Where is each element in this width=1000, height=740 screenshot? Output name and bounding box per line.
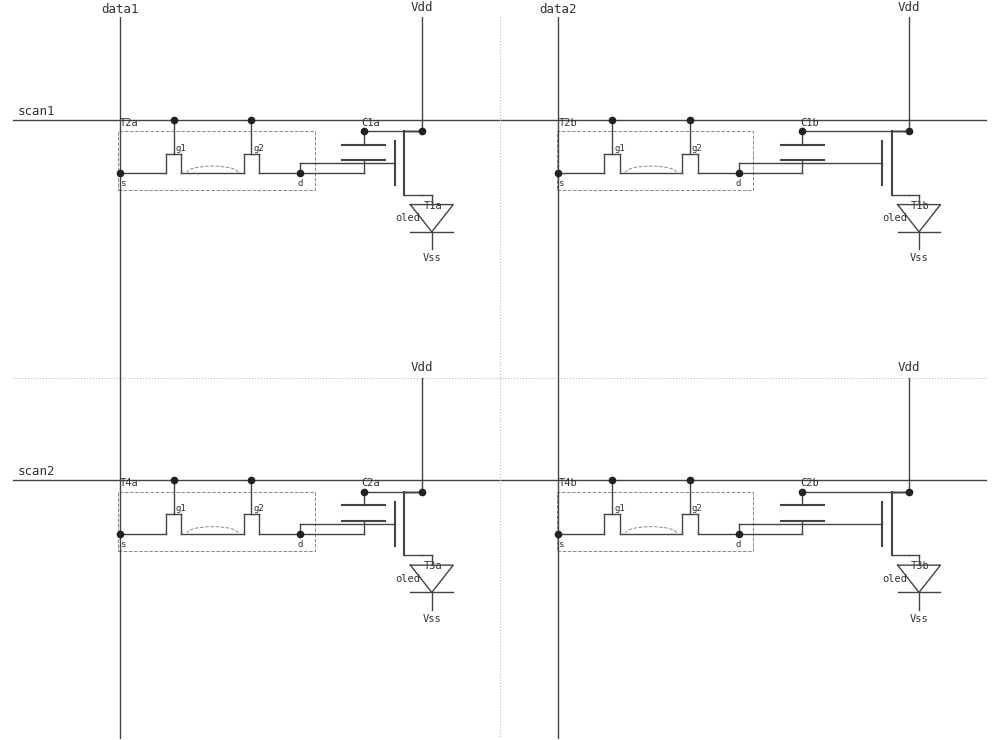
Text: data1: data1 <box>101 2 139 16</box>
Text: s: s <box>558 179 564 188</box>
Text: g1: g1 <box>614 505 625 514</box>
Text: g2: g2 <box>692 144 703 153</box>
Text: g1: g1 <box>614 144 625 153</box>
Text: g1: g1 <box>175 144 186 153</box>
Text: T1b: T1b <box>911 201 930 211</box>
Text: Vdd: Vdd <box>898 361 921 374</box>
Text: C2b: C2b <box>800 478 819 488</box>
Text: T2a: T2a <box>120 118 139 127</box>
Bar <box>118 492 315 551</box>
Bar <box>557 132 753 190</box>
Text: s: s <box>558 539 564 548</box>
Text: C1b: C1b <box>800 118 819 127</box>
Text: T1a: T1a <box>424 201 443 211</box>
Text: oled: oled <box>882 574 907 584</box>
Text: d: d <box>297 179 303 188</box>
Text: Vdd: Vdd <box>411 1 433 13</box>
Text: s: s <box>120 179 125 188</box>
Text: g2: g2 <box>253 505 264 514</box>
Text: T4b: T4b <box>558 478 577 488</box>
Text: Vss: Vss <box>422 614 441 624</box>
Text: data2: data2 <box>540 2 577 16</box>
Text: Vss: Vss <box>422 253 441 263</box>
Text: Vss: Vss <box>910 614 928 624</box>
Text: C1a: C1a <box>362 118 380 127</box>
Text: oled: oled <box>395 213 420 223</box>
Text: d: d <box>297 539 303 548</box>
Text: T3a: T3a <box>424 561 443 571</box>
Text: scan1: scan1 <box>18 105 55 118</box>
Text: T4a: T4a <box>120 478 139 488</box>
Text: s: s <box>120 539 125 548</box>
Text: Vdd: Vdd <box>898 1 921 13</box>
Text: C2a: C2a <box>362 478 380 488</box>
Text: scan2: scan2 <box>18 465 55 479</box>
Text: d: d <box>736 179 741 188</box>
Text: g2: g2 <box>692 505 703 514</box>
Bar <box>557 492 753 551</box>
Text: T3b: T3b <box>911 561 930 571</box>
Text: Vdd: Vdd <box>411 361 433 374</box>
Text: oled: oled <box>395 574 420 584</box>
Text: T2b: T2b <box>558 118 577 127</box>
Bar <box>118 132 315 190</box>
Text: d: d <box>736 539 741 548</box>
Text: g1: g1 <box>175 505 186 514</box>
Text: g2: g2 <box>253 144 264 153</box>
Text: Vss: Vss <box>910 253 928 263</box>
Text: oled: oled <box>882 213 907 223</box>
